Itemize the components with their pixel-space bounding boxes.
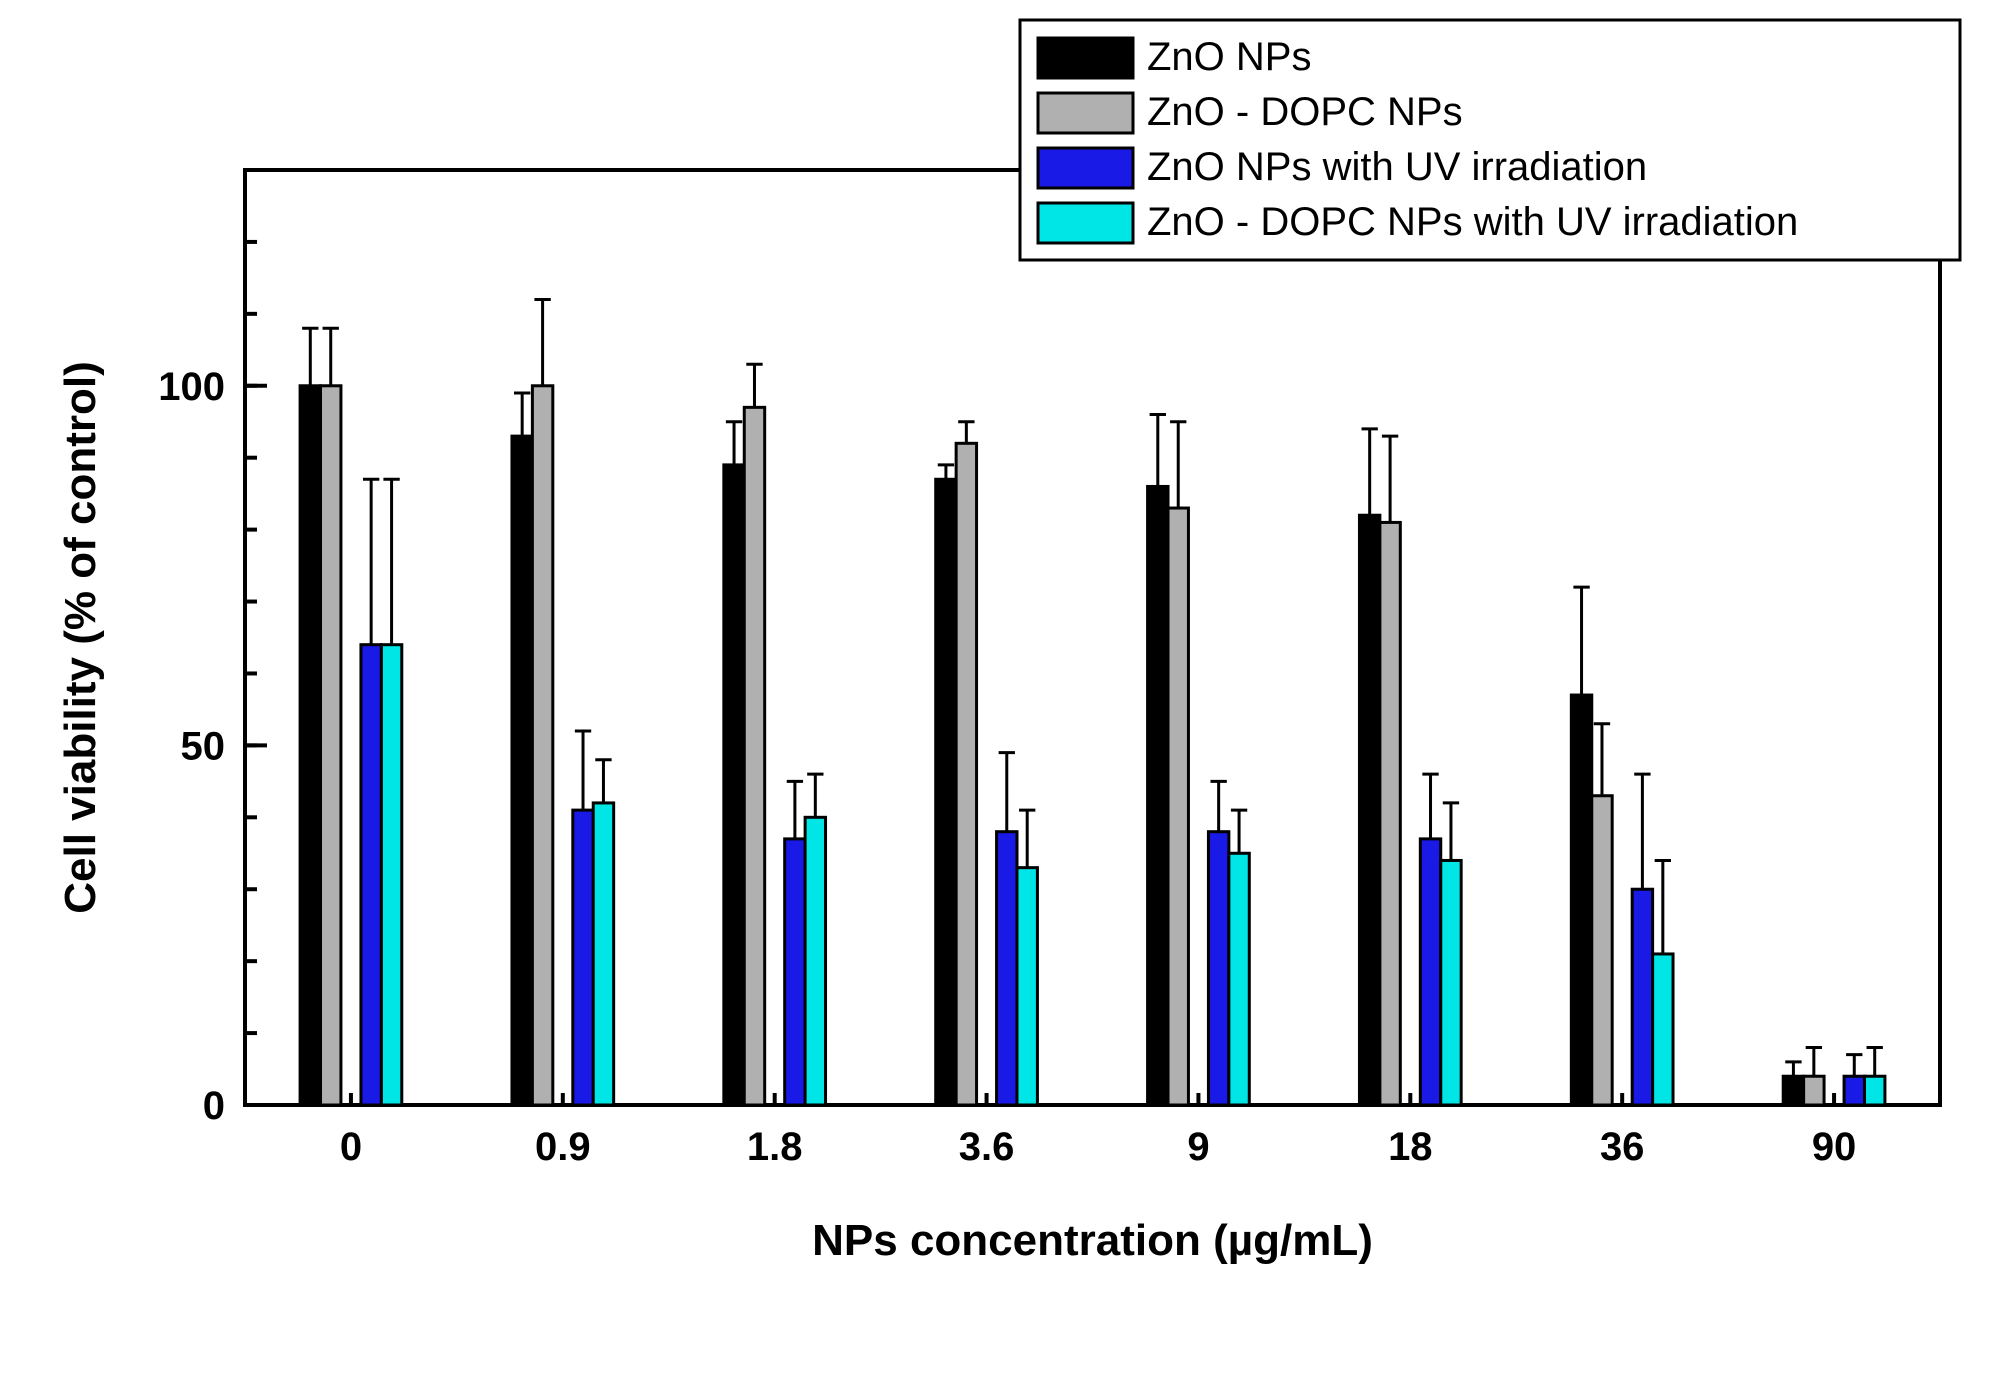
legend-swatch-s2 xyxy=(1038,93,1133,133)
bar-s3 xyxy=(1632,889,1652,1105)
bar-s4 xyxy=(381,645,401,1105)
bar-s1 xyxy=(1783,1076,1803,1105)
bar-s4 xyxy=(1441,860,1461,1105)
legend-label: ZnO - DOPC NPs xyxy=(1147,90,1463,134)
bar-s1 xyxy=(1571,695,1591,1105)
bar-s1 xyxy=(1148,486,1168,1105)
plot-frame xyxy=(245,170,1940,1105)
xtick-label: 18 xyxy=(1388,1125,1433,1169)
bar-s1 xyxy=(936,479,956,1105)
bar-s4 xyxy=(1864,1076,1884,1105)
bar-s4 xyxy=(593,803,613,1105)
legend-swatch-s1 xyxy=(1038,38,1133,78)
xtick-label: 0.9 xyxy=(535,1125,591,1169)
ytick-label: 50 xyxy=(181,724,226,768)
bars-group xyxy=(300,299,1885,1105)
xtick-label: 9 xyxy=(1187,1125,1209,1169)
chart-svg: 0 50 100 0 0.9 1.8 3.6 9 18 36 90 NPs concentration… xyxy=(0,0,2014,1378)
bar-s4 xyxy=(1229,853,1249,1105)
cell-viability-chart: 0 50 100 0 0.9 1.8 3.6 9 18 36 90 NPs concentration… xyxy=(0,0,2014,1378)
xtick-label: 0 xyxy=(340,1125,362,1169)
y-axis-label: Cell viability (% of control) xyxy=(56,361,105,914)
bar-s4 xyxy=(1017,868,1037,1105)
bar-s2 xyxy=(1592,796,1612,1105)
bar-s3 xyxy=(573,810,593,1105)
bar-s1 xyxy=(300,386,320,1105)
ytick-label: 0 xyxy=(203,1084,225,1128)
bar-s2 xyxy=(1804,1076,1824,1105)
bar-s3 xyxy=(1208,832,1228,1105)
bar-s3 xyxy=(997,832,1017,1105)
bar-s1 xyxy=(1359,515,1379,1105)
legend-label: ZnO NPs with UV irradiation xyxy=(1147,145,1647,189)
bar-s2 xyxy=(744,407,764,1105)
bar-s4 xyxy=(805,817,825,1105)
bar-s1 xyxy=(512,436,532,1105)
ytick-label: 100 xyxy=(158,365,225,409)
bar-s4 xyxy=(1653,954,1673,1105)
bar-s1 xyxy=(724,465,744,1105)
xtick-label: 3.6 xyxy=(959,1125,1015,1169)
bar-s2 xyxy=(321,386,341,1105)
bar-s2 xyxy=(956,443,976,1105)
xtick-label: 1.8 xyxy=(747,1125,803,1169)
bar-s2 xyxy=(1168,508,1188,1105)
bar-s2 xyxy=(1380,522,1400,1105)
x-axis-label: NPs concentration (µg/mL) xyxy=(812,1216,1373,1265)
xtick-label: 90 xyxy=(1812,1125,1857,1169)
bar-s3 xyxy=(1844,1076,1864,1105)
xtick-label: 36 xyxy=(1600,1125,1645,1169)
bar-s3 xyxy=(1420,839,1440,1105)
bar-s3 xyxy=(361,645,381,1105)
bar-s3 xyxy=(785,839,805,1105)
legend-swatch-s3 xyxy=(1038,148,1133,188)
legend: ZnO NPs ZnO - DOPC NPs ZnO NPs with UV irr… xyxy=(1020,20,1960,260)
legend-swatch-s4 xyxy=(1038,203,1133,243)
bar-s2 xyxy=(532,386,552,1105)
legend-label: ZnO NPs xyxy=(1147,35,1311,79)
legend-label: ZnO - DOPC NPs with UV irradiation xyxy=(1147,200,1798,244)
